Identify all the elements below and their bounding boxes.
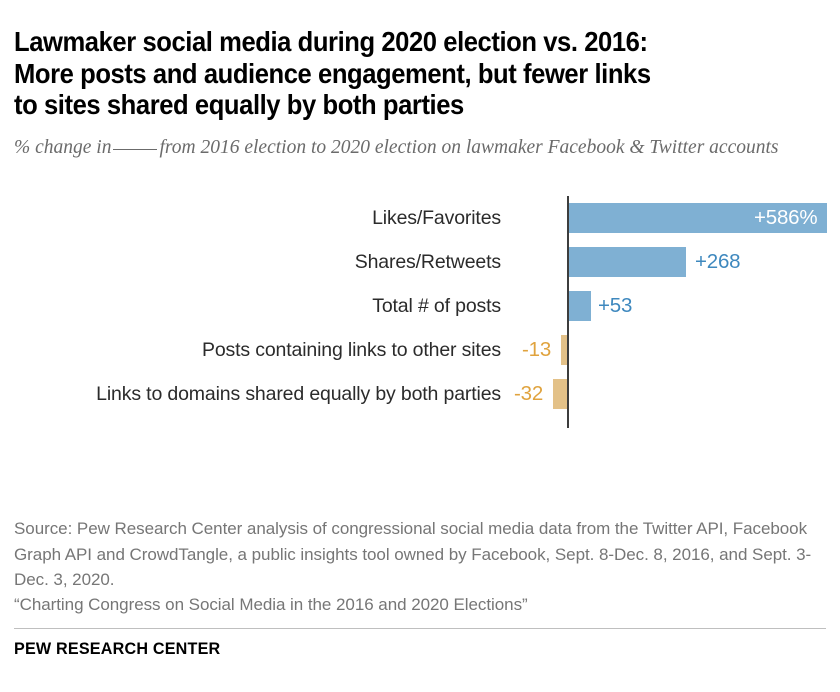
bar-1	[567, 246, 686, 277]
bar-category-label-0: Likes/Favorites	[372, 206, 501, 229]
title-line-3: to sites shared equally by both parties	[14, 89, 464, 120]
bar-category-label-1: Shares/Retweets	[354, 250, 501, 273]
bar-category-label-4: Links to domains shared equally by both …	[96, 382, 501, 405]
table-row: Total # of posts +53	[14, 284, 826, 328]
subtitle-before-blank: % change in	[14, 136, 112, 158]
bar-chart: Likes/Favorites +586% Shares/Retweets +2…	[14, 195, 827, 428]
chart-subtitle: % change in from 2016 election to 2020 el…	[14, 121, 826, 160]
bar-4	[553, 378, 567, 409]
table-row: Shares/Retweets +268	[14, 240, 826, 284]
table-row: Links to domains shared equally by both …	[14, 372, 826, 416]
title-line-2: More posts and audience engagement, but …	[14, 57, 651, 89]
table-row: Posts containing links to other sites -1…	[14, 328, 826, 372]
bar-value-label-3: -13	[522, 337, 552, 361]
bar-0	[567, 202, 827, 233]
page-title: Lawmaker social media during 2020 electi…	[14, 0, 826, 121]
bar-value-label-1: +268	[695, 249, 741, 273]
table-row: Likes/Favorites +586%	[14, 196, 827, 240]
report-note: “Charting Congress on Social Media in th…	[14, 595, 528, 614]
bar-2	[567, 290, 591, 321]
source-text: Source: Pew Research Center analysis of …	[14, 519, 812, 589]
title-line-1: Lawmaker social media during 2020 electi…	[14, 26, 648, 57]
footer: PEW RESEARCH CENTER	[14, 628, 826, 659]
organization-name: PEW RESEARCH CENTER	[14, 639, 221, 658]
bar-value-label-4: -32	[514, 381, 544, 405]
bar-category-label-3: Posts containing links to other sites	[201, 338, 501, 361]
bar-category-label-2: Total # of posts	[372, 294, 501, 317]
subtitle-after-blank: from 2016 election to 2020 election on l…	[159, 136, 779, 158]
subtitle-blank-underscore	[113, 148, 158, 150]
bar-3	[561, 334, 567, 365]
footer-divider	[14, 628, 826, 629]
bar-value-label-0: +586%	[754, 205, 818, 229]
bar-value-label-2: +53	[598, 293, 633, 317]
zero-axis-line	[567, 195, 569, 428]
